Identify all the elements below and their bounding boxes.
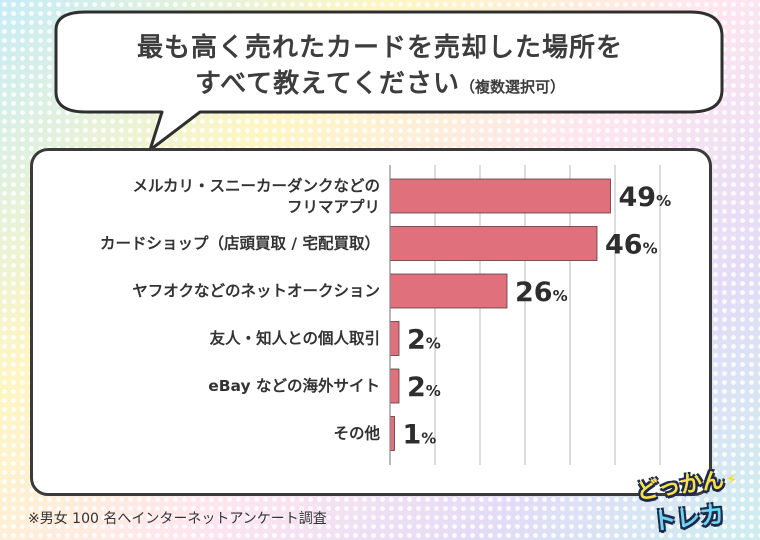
category-label: その他 <box>333 424 380 443</box>
bar <box>389 226 598 261</box>
question-title: 最も高く売れたカードを売却した場所を すべて教えてください（複数選択可） <box>40 30 720 105</box>
question-line-2: すべて教えてください <box>194 69 461 99</box>
value-label: 1% <box>403 420 437 451</box>
question-bubble <box>54 10 724 152</box>
bar-chart: メルカリ・スニーカーダンクなどのフリマアプリ 49% カードショップ（店頭買取 / … <box>100 165 672 465</box>
question-line-1: 最も高く売れたカードを売却した場所を <box>136 33 623 63</box>
category-label: カードショップ（店頭買取 / 宅配買取） <box>100 234 380 253</box>
question-note: （複数選択可） <box>460 78 566 96</box>
category-label: 友人・知人との個人取引 <box>210 329 380 348</box>
chart-panel: メルカリ・スニーカーダンクなどのフリマアプリ 49% カードショップ（店頭買取 / … <box>30 148 712 496</box>
value-label: 26% <box>515 277 568 308</box>
survey-footnote: ※男女 100 名へインターネットアンケート調査 <box>28 511 327 527</box>
bar <box>389 321 400 356</box>
brand-logo: どっかん ⚡ トレカ <box>632 468 742 536</box>
category-label: ヤフオクなどのネットオークション <box>132 282 380 300</box>
lightning-icon: ⚡ <box>726 470 738 489</box>
bar <box>389 178 611 214</box>
bar <box>389 273 508 309</box>
logo-line-2: トレカ <box>650 500 726 536</box>
value-label: 2% <box>407 325 441 356</box>
value-label: 46% <box>605 230 658 261</box>
bar <box>389 416 395 451</box>
value-label: 2% <box>407 372 441 403</box>
bar <box>389 368 400 404</box>
value-label: 49% <box>619 182 672 213</box>
category-label: eBay などの海外サイト <box>208 376 380 395</box>
category-label: メルカリ・スニーカーダンクなどのフリマアプリ <box>132 176 380 216</box>
